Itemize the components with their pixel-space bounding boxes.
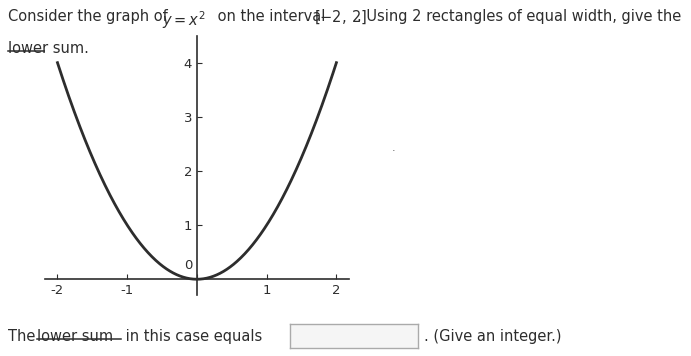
Text: lower sum: lower sum — [37, 329, 113, 344]
Text: . Using 2 rectangles of equal width, give the: . Using 2 rectangles of equal width, giv… — [357, 9, 681, 24]
Text: Consider the graph of: Consider the graph of — [8, 9, 173, 24]
Text: 0: 0 — [184, 259, 192, 272]
Text: in this case equals: in this case equals — [121, 329, 262, 344]
Text: . (Give an integer.): . (Give an integer.) — [424, 329, 561, 344]
Text: ·: · — [392, 146, 396, 156]
Text: lower sum.: lower sum. — [8, 41, 89, 56]
Text: $y = x^2$: $y = x^2$ — [162, 9, 205, 31]
Text: The: The — [8, 329, 40, 344]
Text: on the interval: on the interval — [213, 9, 330, 24]
Text: $[-2,\,2]$: $[-2,\,2]$ — [314, 9, 367, 26]
